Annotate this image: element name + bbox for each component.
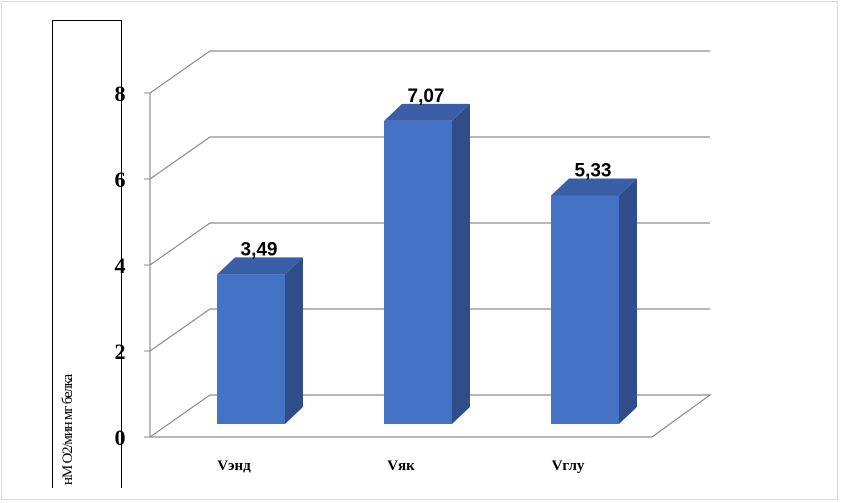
gridline bbox=[149, 222, 710, 266]
chart-floor bbox=[148, 394, 712, 438]
bar-top bbox=[551, 178, 637, 196]
bar-side bbox=[285, 257, 303, 424]
bar-front bbox=[384, 120, 452, 424]
bar-top bbox=[217, 257, 303, 275]
bar-front bbox=[217, 274, 285, 424]
y-tick-label: 0 bbox=[115, 425, 126, 450]
bar-3 bbox=[551, 178, 637, 424]
gridline bbox=[149, 50, 710, 94]
gridline bbox=[149, 308, 710, 352]
y-tick-label: 8 bbox=[115, 81, 126, 106]
x-category-label: Vэнд bbox=[217, 458, 251, 474]
bar-side bbox=[452, 103, 470, 424]
y-tick-label: 2 bbox=[115, 339, 126, 364]
y-axis-label-box bbox=[52, 20, 122, 488]
y-tick-label: 4 bbox=[115, 253, 126, 278]
data-label: 7,07 bbox=[408, 86, 445, 107]
y-tick-label: 6 bbox=[115, 167, 126, 192]
bar-1 bbox=[217, 257, 303, 424]
x-category-label: Vяк bbox=[387, 458, 415, 474]
gridline bbox=[149, 136, 710, 180]
bar-side bbox=[619, 178, 637, 424]
x-category-label: Vглу bbox=[552, 458, 585, 474]
bar-top bbox=[384, 103, 470, 121]
data-label: 3,49 bbox=[241, 239, 278, 260]
data-label: 5,33 bbox=[575, 160, 612, 181]
bar-2 bbox=[384, 103, 470, 424]
bar-front bbox=[551, 195, 619, 424]
